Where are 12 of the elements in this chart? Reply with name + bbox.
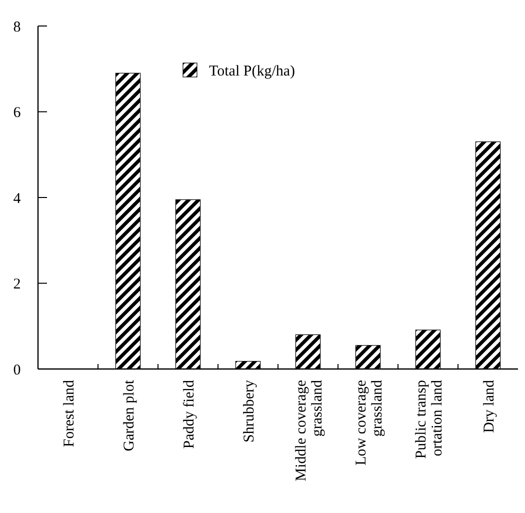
x-tick-label: Forest land xyxy=(61,380,78,448)
y-tick-label: 0 xyxy=(13,362,21,378)
x-tick-label: Middle coverage grassland xyxy=(293,380,326,482)
y-tick-label: 6 xyxy=(13,105,22,121)
y-tick-label: 2 xyxy=(13,276,21,292)
x-tick-label: Shrubbery xyxy=(241,380,258,442)
y-tick-label: 4 xyxy=(13,190,22,207)
y-tick-label: 8 xyxy=(13,19,21,36)
legend-label: Total P(kg/ha) xyxy=(209,63,296,80)
x-tick-label: Paddy field xyxy=(181,380,198,449)
x-tick-label: Dry land xyxy=(481,380,498,433)
x-tick-label: Garden plot xyxy=(121,379,138,452)
